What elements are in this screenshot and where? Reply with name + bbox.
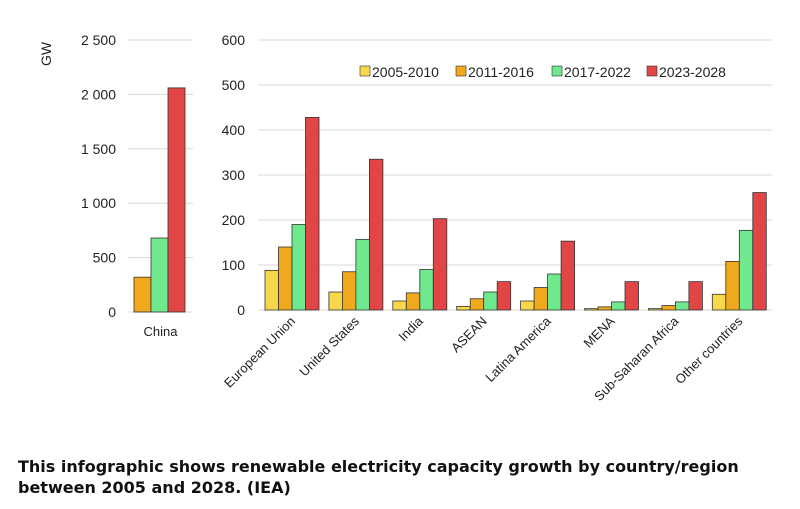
- legend-swatch-2011-2016: [455, 65, 467, 77]
- bar-latina-america-2017-2022: [547, 273, 562, 311]
- bar-united-states-2017-2022: [355, 238, 370, 311]
- bar-european-union-2017-2022: [291, 224, 306, 311]
- category-label-european-union: European Union: [221, 314, 298, 391]
- right-y-tick-label: 100: [222, 257, 246, 273]
- bar-latina-america-2011-2016: [533, 287, 548, 311]
- bar-india-2017-2022: [419, 269, 434, 311]
- category-label-mena: MENA: [580, 313, 617, 350]
- legend-swatch-2005-2010: [359, 65, 371, 77]
- legend-label-2017-2022: 2017-2022: [564, 64, 631, 80]
- bar-mena-2005-2010: [584, 308, 599, 311]
- bar-mena-2011-2016: [597, 306, 612, 311]
- bar-asean-2023-2028: [496, 281, 512, 311]
- left-y-axis-label: GW: [38, 41, 54, 66]
- left-y-tick-label: 0: [108, 304, 116, 320]
- bar-india-2011-2016: [405, 292, 421, 311]
- bar-china-2011-2016: [133, 276, 152, 313]
- bar-india-2005-2010: [392, 300, 407, 311]
- category-label-latina-america: Latina America: [482, 313, 554, 385]
- legend-label-2005-2010: 2005-2010: [372, 64, 439, 80]
- bar-united-states-2023-2028: [368, 158, 384, 311]
- right-y-tick-label: 500: [222, 77, 246, 93]
- bar-other-countries-2023-2028: [752, 192, 767, 311]
- bar-layer: [133, 87, 767, 313]
- bar-china-2023-2028: [167, 87, 186, 313]
- category-label-other-countries: Other countries: [672, 313, 746, 387]
- bar-sub-saharan-africa-2017-2022: [675, 301, 690, 311]
- left-y-tick-label: 2 000: [81, 86, 116, 102]
- bar-other-countries-2017-2022: [738, 229, 754, 311]
- bar-latina-america-2023-2028: [560, 240, 575, 311]
- bar-european-union-2005-2010: [264, 269, 279, 311]
- bar-mena-2017-2022: [611, 301, 626, 311]
- category-label-united-states: United States: [296, 313, 362, 379]
- figure-caption: This infographic shows renewable electri…: [18, 457, 739, 497]
- bar-sub-saharan-africa-2023-2028: [688, 281, 703, 311]
- bar-india-2023-2028: [432, 218, 448, 311]
- left-y-tick-label: 500: [93, 250, 117, 266]
- left-y-tick-label: 1 000: [81, 195, 116, 211]
- renewable-capacity-chart: 0 500 1 000 1 500 2 000 2 500 GW China 0 100 200 30…: [38, 32, 772, 404]
- label-layer: 0 500 1 000 1 500 2 000 2 500 GW China 0 100 200 30…: [38, 32, 746, 404]
- bar-sub-saharan-africa-2005-2010: [648, 308, 663, 311]
- legend-label-2023-2028: 2023-2028: [659, 64, 726, 80]
- right-y-tick-label: 300: [222, 167, 246, 183]
- right-y-tick-label: 200: [222, 212, 246, 228]
- bar-latina-america-2005-2010: [520, 300, 535, 311]
- category-label-china: China: [144, 324, 179, 339]
- bar-china-2017-2022: [150, 237, 169, 313]
- left-y-tick-label: 2 500: [81, 32, 116, 48]
- right-y-tick-label: 0: [237, 302, 245, 318]
- bar-asean-2017-2022: [483, 291, 498, 311]
- bar-other-countries-2011-2016: [725, 260, 740, 311]
- right-y-tick-label: 400: [222, 122, 246, 138]
- bar-european-union-2023-2028: [305, 117, 320, 311]
- category-label-india: India: [395, 313, 426, 344]
- category-label-asean: ASEAN: [448, 314, 490, 356]
- bar-united-states-2005-2010: [328, 291, 343, 311]
- legend-swatch-2023-2028: [646, 65, 658, 77]
- bar-other-countries-2005-2010: [711, 293, 727, 311]
- bar-european-union-2011-2016: [278, 246, 293, 311]
- bar-asean-2005-2010: [456, 305, 471, 311]
- left-y-tick-label: 1 500: [81, 141, 116, 157]
- bar-mena-2023-2028: [624, 281, 639, 311]
- bar-sub-saharan-africa-2011-2016: [661, 305, 676, 311]
- legend-swatch-2017-2022: [551, 65, 563, 77]
- legend-label-2011-2016: 2011-2016: [468, 64, 534, 80]
- bar-asean-2011-2016: [469, 298, 485, 311]
- legend: 2005-2010 2011-2016 2017-2022 2023-2028: [359, 64, 726, 80]
- right-y-tick-label: 600: [222, 32, 246, 48]
- bar-united-states-2011-2016: [341, 271, 357, 311]
